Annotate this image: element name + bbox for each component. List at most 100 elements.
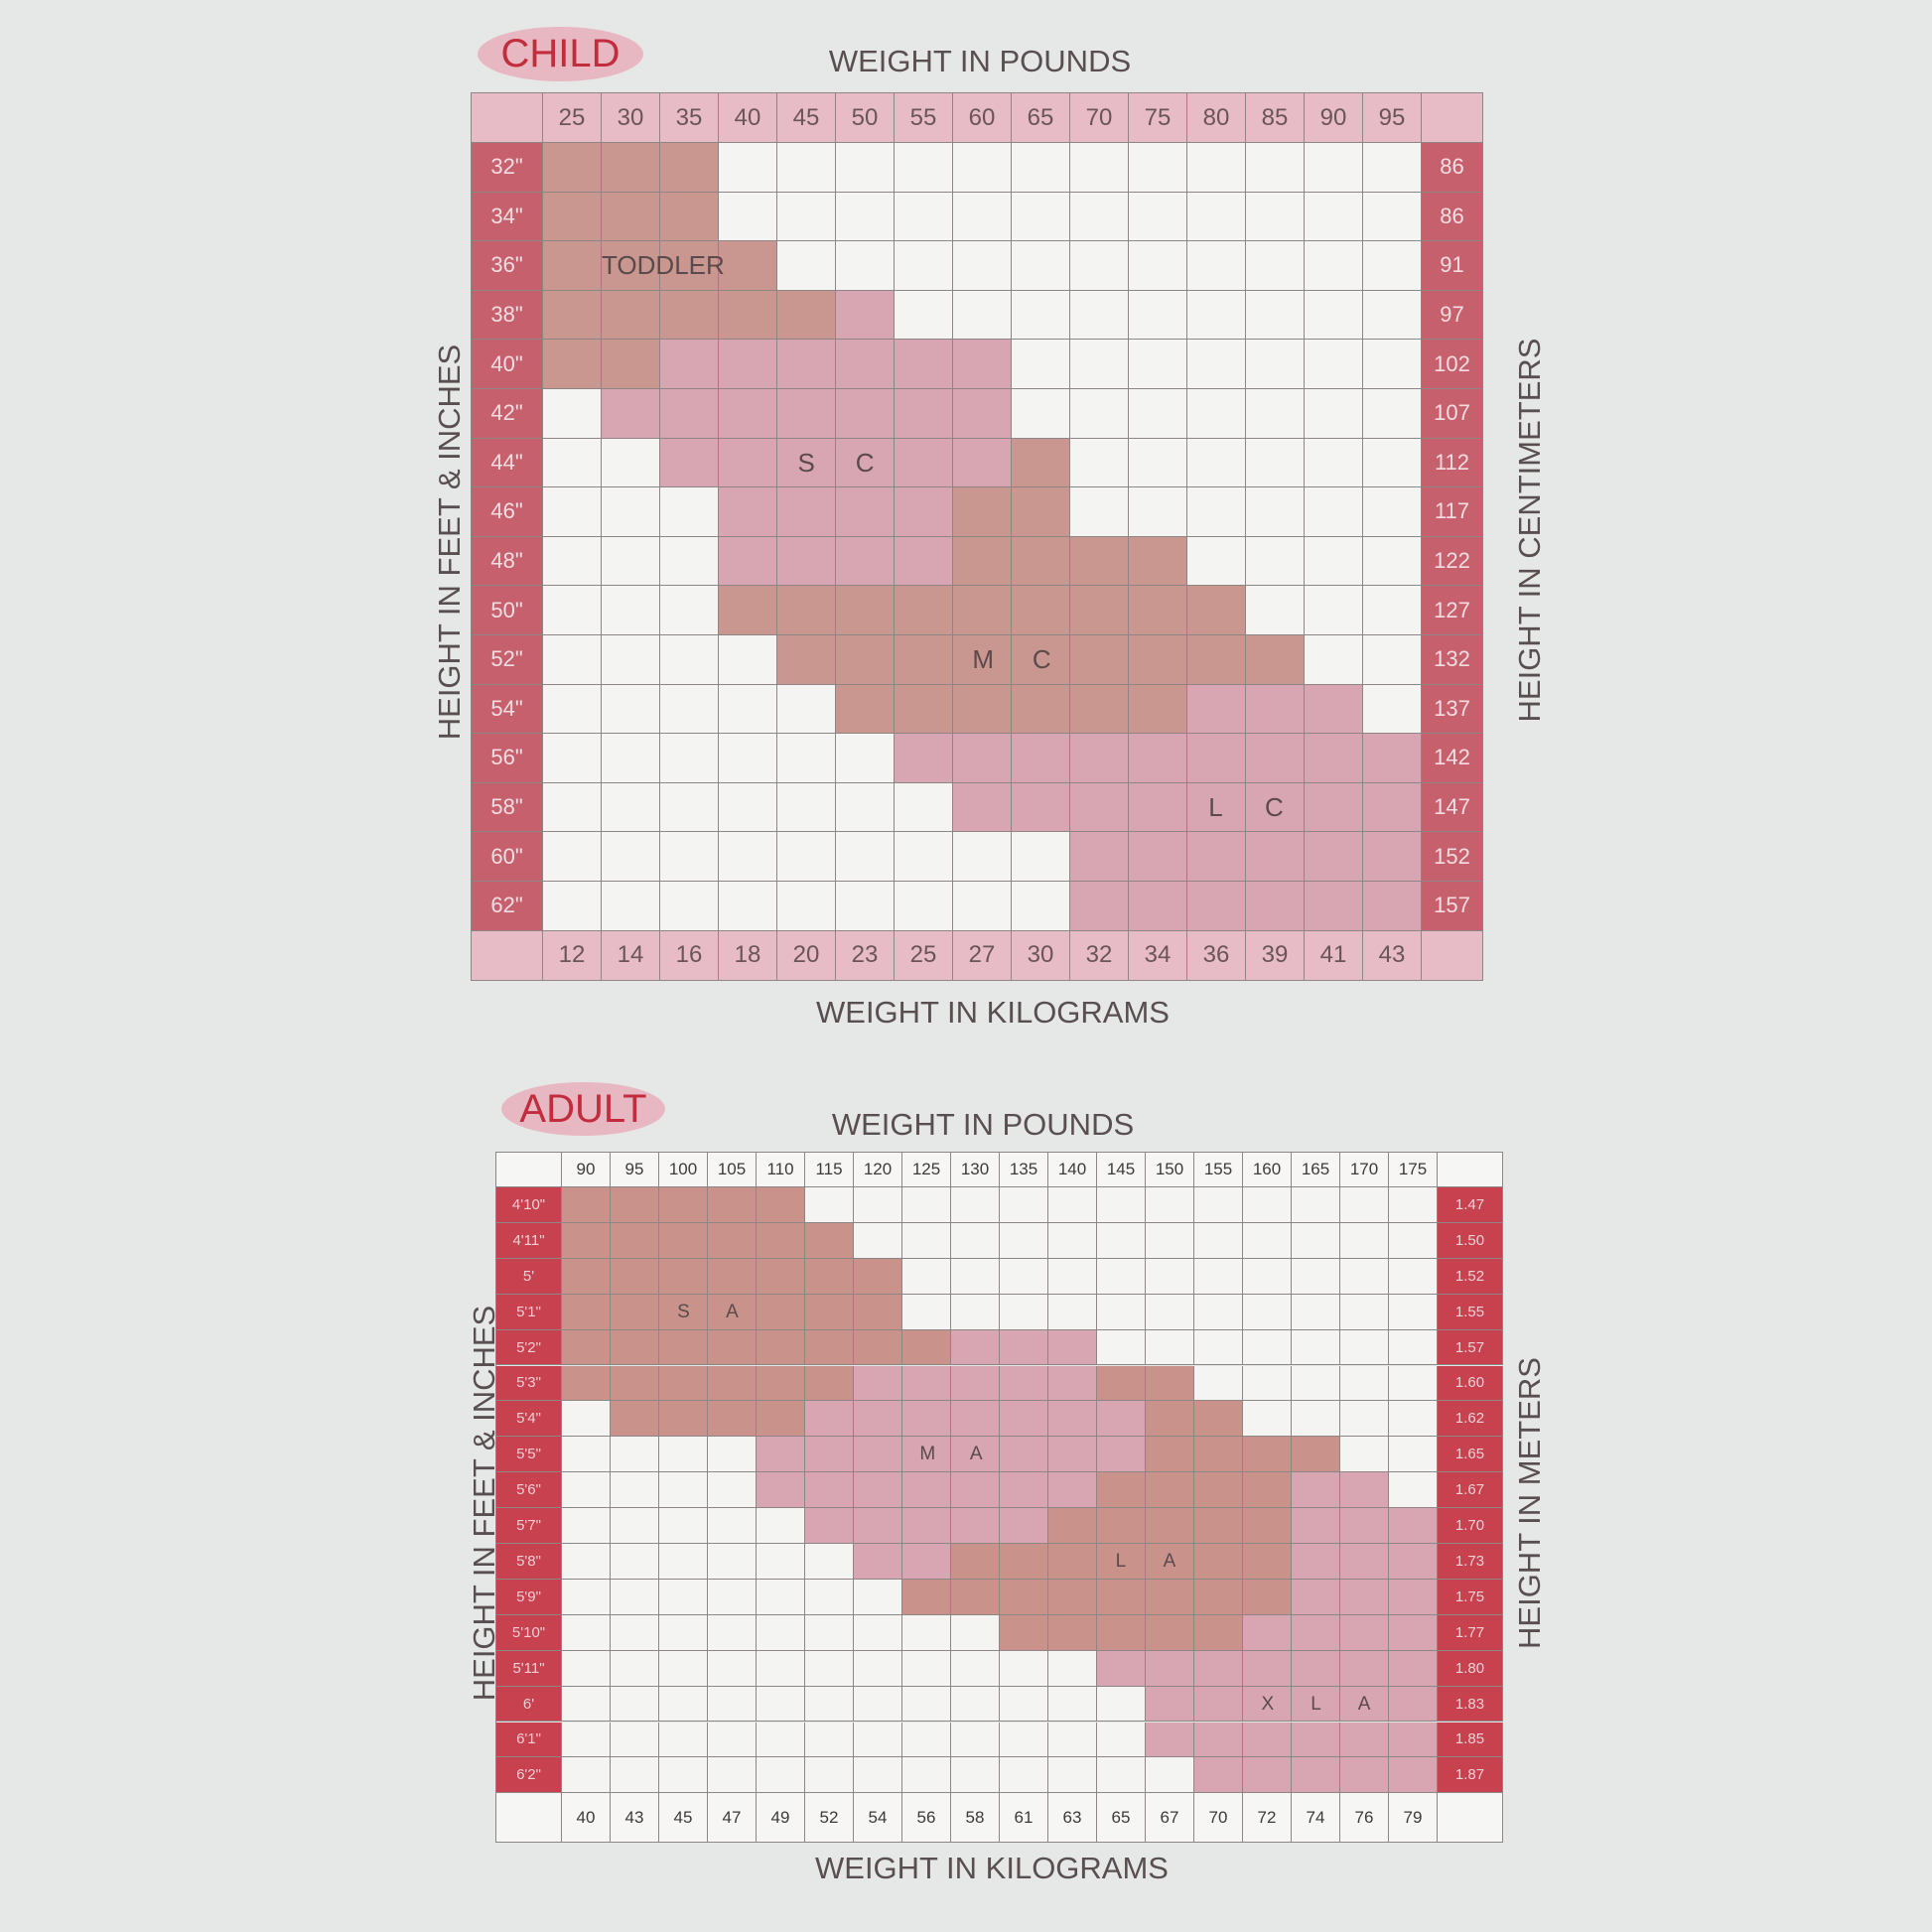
empty-cell — [1070, 241, 1129, 291]
size-cell-l — [1070, 782, 1129, 833]
y-tick-imperial: 52" — [472, 635, 543, 685]
empty-cell — [659, 1472, 708, 1509]
size-cell-l — [1070, 832, 1129, 882]
size-cell-s — [777, 536, 836, 587]
x-tick-kilograms: 20 — [777, 930, 836, 981]
header-corner — [472, 93, 543, 143]
x-tick-pounds: 155 — [1194, 1153, 1243, 1187]
y-tick-metric: 91 — [1422, 241, 1483, 291]
size-cell-m — [854, 1365, 902, 1402]
size-cell-l — [1129, 782, 1187, 833]
empty-cell — [708, 1472, 757, 1509]
y-tick-metric: 1.55 — [1438, 1294, 1503, 1330]
size-cell-s — [719, 536, 777, 587]
size-cell-s — [659, 1258, 708, 1295]
empty-cell — [1194, 1187, 1243, 1223]
empty-cell — [895, 782, 953, 833]
empty-cell — [805, 1544, 854, 1580]
empty-cell — [1246, 340, 1305, 389]
size-cell-m — [1070, 684, 1129, 735]
size-cell-l — [951, 1579, 1000, 1615]
empty-cell — [543, 734, 602, 783]
size-cell-m — [953, 684, 1012, 735]
empty-cell — [902, 1187, 951, 1223]
empty-cell — [562, 1614, 611, 1651]
size-cell-l — [1194, 1401, 1243, 1438]
size-cell-s — [836, 290, 895, 341]
empty-cell — [1243, 1365, 1292, 1402]
y-tick-metric: 1.57 — [1438, 1329, 1503, 1366]
size-cell-l — [1146, 1508, 1194, 1544]
empty-cell — [953, 832, 1012, 882]
empty-cell — [1012, 340, 1070, 389]
size-cell-s — [757, 1365, 805, 1402]
empty-cell — [951, 1187, 1000, 1223]
size-cell-s — [805, 1329, 854, 1366]
empty-cell — [1070, 487, 1129, 537]
size-cell-m — [805, 1508, 854, 1544]
empty-cell — [562, 1686, 611, 1723]
size-cell-l — [1146, 1437, 1194, 1473]
size-cell-s — [757, 1294, 805, 1330]
size-cell-s — [659, 1187, 708, 1223]
size-cell-m — [1012, 536, 1070, 587]
size-cell-xl — [1389, 1544, 1438, 1580]
empty-cell — [836, 143, 895, 193]
empty-cell — [1070, 290, 1129, 341]
empty-cell — [836, 241, 895, 291]
empty-cell — [805, 1650, 854, 1687]
size-cell-m — [1048, 1472, 1097, 1509]
empty-cell — [902, 1722, 951, 1758]
size-cell-s — [611, 1187, 659, 1223]
y-tick-imperial: 42" — [472, 389, 543, 439]
empty-cell — [836, 192, 895, 242]
empty-cell — [895, 143, 953, 193]
size-cell-l — [1129, 832, 1187, 882]
size-cell-s — [836, 340, 895, 389]
y-tick-metric: 137 — [1422, 684, 1483, 735]
empty-cell — [1246, 389, 1305, 439]
footer-corner-right — [1422, 930, 1483, 981]
empty-cell — [1243, 1258, 1292, 1295]
empty-cell — [562, 1579, 611, 1615]
size-cell-l — [953, 734, 1012, 783]
size-cell-l — [1048, 1614, 1097, 1651]
size-cell-s — [757, 1187, 805, 1223]
empty-cell — [1097, 1722, 1146, 1758]
empty-cell — [602, 832, 660, 882]
empty-cell — [602, 635, 660, 685]
child-weight-pounds-title: WEIGHT IN POUNDS — [828, 44, 1132, 78]
x-tick-kilograms: 63 — [1048, 1793, 1097, 1844]
size-cell-m — [1012, 487, 1070, 537]
size-cell-s — [805, 1258, 854, 1295]
x-tick-pounds: 130 — [951, 1153, 1000, 1187]
empty-cell — [602, 487, 660, 537]
empty-cell — [1340, 1401, 1389, 1438]
empty-cell — [777, 192, 836, 242]
empty-cell — [1292, 1329, 1340, 1366]
empty-cell — [895, 241, 953, 291]
size-cell-s — [777, 389, 836, 439]
empty-cell — [1097, 1294, 1146, 1330]
size-cell-s — [659, 1401, 708, 1438]
size-cell-l — [1048, 1508, 1097, 1544]
size-cell-m — [854, 1544, 902, 1580]
size-cell-m — [1012, 635, 1070, 685]
empty-cell — [777, 241, 836, 291]
empty-cell — [1048, 1722, 1097, 1758]
x-tick-kilograms: 47 — [708, 1793, 757, 1844]
empty-cell — [1129, 290, 1187, 341]
x-tick-kilograms: 36 — [1187, 930, 1246, 981]
empty-cell — [836, 734, 895, 783]
empty-cell — [777, 143, 836, 193]
x-tick-pounds: 65 — [1012, 93, 1070, 143]
empty-cell — [602, 438, 660, 488]
empty-cell — [660, 487, 719, 537]
empty-cell — [1000, 1258, 1048, 1295]
empty-cell — [602, 684, 660, 735]
size-cell-xl — [1146, 1686, 1194, 1723]
size-cell-m — [836, 586, 895, 635]
empty-cell — [660, 586, 719, 635]
size-cell-t — [602, 290, 660, 341]
size-cell-l — [1363, 882, 1422, 931]
